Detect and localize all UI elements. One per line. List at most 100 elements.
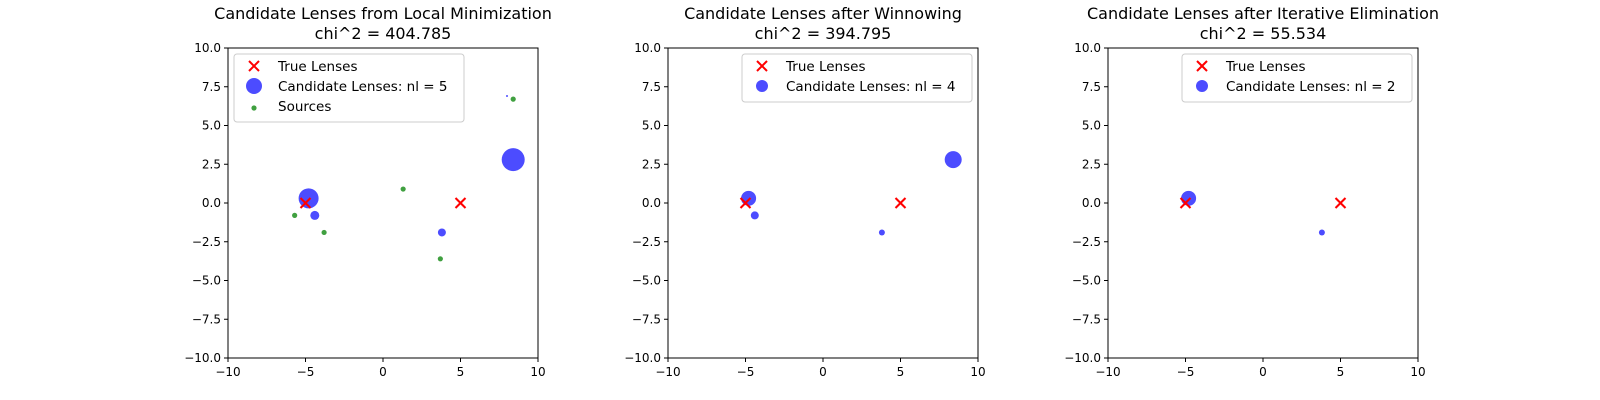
source-point [321, 229, 327, 236]
y-tick-label: 2.5 [1082, 157, 1101, 171]
axes-frame [667, 47, 979, 359]
plot-area [739, 151, 962, 236]
true-lens-marker-stroke-b [1334, 197, 1347, 209]
legend-true-lens-marker-stroke-b [248, 60, 260, 72]
candidate-lens-point [878, 229, 885, 236]
chart-title: Candidate Lenses from Local Minimization [214, 4, 552, 23]
true-lens-marker-stroke-b [299, 197, 312, 209]
true-lens-marker [894, 197, 907, 209]
true-lens-marker [454, 197, 467, 209]
candidate-lens-point [506, 95, 508, 98]
y-tick-label: −7.5 [1072, 312, 1101, 326]
legend-candidate-marker [1196, 80, 1208, 92]
legend-box [741, 53, 973, 103]
candidate-lens-point [750, 211, 759, 220]
true-lens-marker [1334, 197, 1347, 209]
y-tick-label: −2.5 [192, 235, 221, 249]
candidate-lens-point [1181, 190, 1197, 206]
source-point [400, 186, 406, 192]
x-tick-label: 10 [530, 365, 545, 379]
candidate-lens-point [298, 188, 319, 209]
y-tick-label: 2.5 [642, 157, 661, 171]
y-tick-label: −2.5 [632, 235, 661, 249]
legend-label: True Lenses [277, 59, 357, 75]
true-lens-marker-stroke-b [454, 197, 467, 209]
x-tick-label: −10 [655, 365, 680, 379]
y-tick-label: 5.0 [642, 119, 661, 133]
true-lens-marker-stroke-b [894, 197, 907, 209]
candidate-lens-point [1318, 229, 1325, 236]
legend: True Lenses Candidate Lenses: nl = 2 [1181, 53, 1413, 103]
y-tick-label: −5.0 [632, 274, 661, 288]
legend-label: Candidate Lenses: nl = 5 [278, 79, 447, 95]
y-tick-label: −10.0 [624, 351, 661, 365]
x-tick-label: 5 [1337, 365, 1345, 379]
y-tick-label: 0.0 [1082, 196, 1101, 210]
y-tick-label: −10.0 [184, 351, 221, 365]
y-tick-label: −10.0 [1064, 351, 1101, 365]
true-lens-marker-stroke-b [739, 197, 752, 209]
y-tick-label: 7.5 [202, 80, 221, 94]
candidate-lens-point [310, 210, 320, 220]
legend-candidate-marker [756, 80, 768, 92]
axes-frame [227, 47, 539, 359]
x-tick-label: 0 [379, 365, 387, 379]
y-tick-label: 10.0 [1074, 41, 1101, 55]
chart-subtitle: chi^2 = 394.795 [755, 24, 892, 43]
y-tick-label: 7.5 [642, 80, 661, 94]
legend-true-lens-marker-stroke-b [1196, 60, 1208, 72]
true-lens-marker [739, 197, 752, 209]
legend-true-lens-marker-stroke-b [756, 60, 768, 72]
chart-panel-3: Candidate Lenses after Iterative Elimina… [1064, 4, 1439, 379]
axes-frame [1107, 47, 1419, 359]
candidate-lens-point [741, 190, 757, 206]
x-tick-label: −10 [215, 365, 240, 379]
legend-label: True Lenses [1225, 59, 1305, 75]
legend-label: Candidate Lenses: nl = 4 [786, 79, 955, 95]
chart-title: Candidate Lenses after Iterative Elimina… [1087, 4, 1439, 23]
x-tick-label: −5 [1177, 365, 1195, 379]
y-tick-label: −7.5 [192, 312, 221, 326]
x-tick-label: −10 [1095, 365, 1120, 379]
legend-true-lens-marker [1196, 60, 1208, 72]
x-tick-label: −5 [297, 365, 315, 379]
true-lens-marker-stroke-b [1179, 197, 1192, 209]
legend-label: True Lenses [785, 59, 865, 75]
x-tick-label: 10 [970, 365, 985, 379]
chart-subtitle: chi^2 = 55.534 [1200, 24, 1327, 43]
chart-subtitle: chi^2 = 404.785 [315, 24, 452, 43]
source-point [510, 96, 516, 102]
x-tick-label: 0 [819, 365, 827, 379]
y-tick-label: 10.0 [634, 41, 661, 55]
plot-area [292, 95, 525, 262]
source-point [292, 212, 298, 218]
legend-box [1181, 53, 1413, 103]
legend-true-lens-marker [756, 60, 768, 72]
legend-label: Candidate Lenses: nl = 2 [1226, 79, 1395, 95]
legend-candidate-marker [246, 78, 262, 94]
y-tick-label: −5.0 [1072, 274, 1101, 288]
y-tick-label: 0.0 [642, 196, 661, 210]
y-tick-label: −2.5 [1072, 235, 1101, 249]
y-tick-label: −5.0 [192, 274, 221, 288]
legend: True Lenses Candidate Lenses: nl = 5 Sourc… [233, 53, 465, 123]
y-tick-label: −7.5 [632, 312, 661, 326]
legend: True Lenses Candidate Lenses: nl = 4 [741, 53, 973, 103]
x-tick-label: 5 [897, 365, 905, 379]
legend-true-lens-marker [248, 60, 260, 72]
legend-label: Sources [278, 99, 331, 115]
plot-area [1179, 190, 1347, 236]
y-tick-label: 7.5 [1082, 80, 1101, 94]
candidate-lens-point [501, 148, 525, 172]
candidate-lens-point [944, 151, 962, 169]
x-tick-label: 0 [1259, 365, 1267, 379]
y-tick-label: 10.0 [194, 41, 221, 55]
y-tick-label: 5.0 [1082, 119, 1101, 133]
true-lens-marker [1179, 197, 1192, 209]
candidate-lens-point [437, 228, 446, 237]
chart-panel-1: Candidate Lenses from Local Minimization… [184, 4, 552, 379]
source-point [437, 256, 443, 262]
x-tick-label: 10 [1410, 365, 1425, 379]
x-tick-label: −5 [737, 365, 755, 379]
